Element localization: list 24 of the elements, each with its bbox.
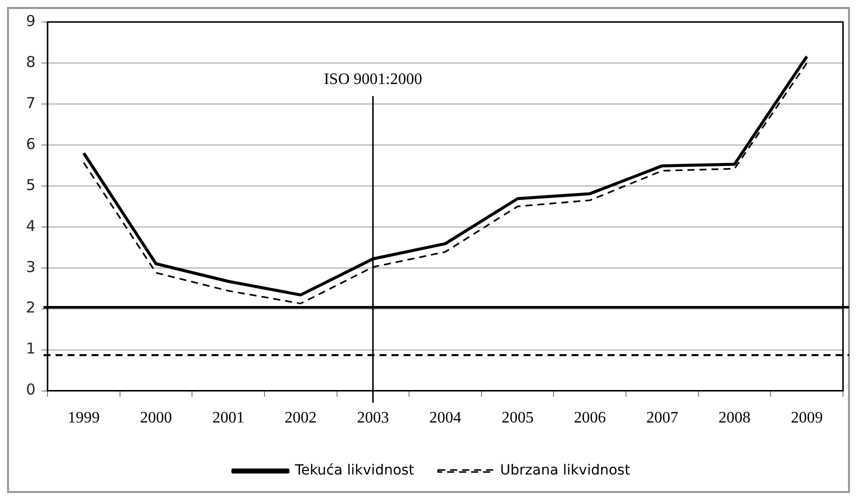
y-tick-label: 1 [26,340,36,358]
y-tick-label: 4 [26,216,36,235]
x-tick-label: 2004 [429,410,462,427]
y-tick-label: 5 [26,176,36,194]
x-tick-label: 1999 [68,410,100,427]
x-tick-label: 2006 [574,410,606,427]
x-tick-label: 2003 [356,410,389,427]
y-tick-label: 7 [26,94,36,112]
ref-line-label: ISO 9001:2000 [324,71,422,88]
legend-label: Tekuća likvidnost [294,462,415,479]
x-tick-label: 2009 [790,410,823,427]
y-tick-label: 9 [26,12,36,30]
y-tick-label: 0 [26,380,36,399]
x-tick-label: 2005 [502,410,534,427]
x-tick-label: 2008 [718,410,751,427]
y-tick-label: 6 [26,134,36,153]
x-tick-label: 2000 [140,410,172,427]
x-tick-label: 2007 [646,410,678,427]
y-tick-label: 2 [26,298,36,317]
legend-label: Ubrzana likvidnost [500,462,631,479]
x-tick-label: 2001 [212,410,244,427]
y-tick-label: 8 [26,52,36,71]
x-tick-label: 2002 [284,410,317,427]
y-tick-label: 3 [26,258,36,276]
